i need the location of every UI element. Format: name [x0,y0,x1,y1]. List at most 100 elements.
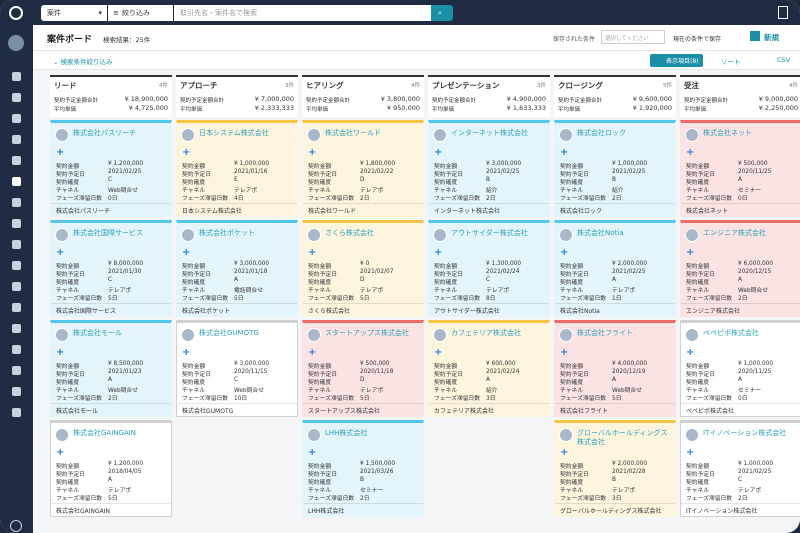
add-button[interactable]: + [560,347,569,358]
deal-card[interactable]: ITイノベーション株式会社 + 契約金額 ¥ 1,000,000 契約予定日 2021/0… [680,420,800,517]
deal-name[interactable]: 株式会社GAINGAIN [73,429,137,437]
nav-icon[interactable] [12,198,21,207]
deal-card[interactable]: 株式会社Notia + 契約金額 ¥ 2,000,000 契約予定日 2021/02/25… [554,220,676,317]
nav-icon[interactable] [12,324,21,333]
deal-card[interactable]: 株式会社ロック + 契約金額 ¥ 1,000,000 契約予定日 2021/02/25 契約… [554,120,676,217]
filter-toggle[interactable]: ⌄ 検索条件絞り込み [53,56,113,66]
deal-name[interactable]: インターネット株式会社 [451,129,528,137]
add-button[interactable]: + [560,447,569,458]
deal-card[interactable]: 株式会社ネット + 契約金額 ¥ 500,000 契約予定日 2020/11/25 契約確度… [680,120,800,217]
add-button[interactable]: + [182,347,191,358]
deal-card[interactable]: スタートアップス株式会社 + 契約金額 ¥ 500,000 契約予定日 2020/11/1… [302,320,424,417]
field-value: Web問合せ [738,288,769,294]
add-button[interactable]: + [686,247,695,258]
deal-card[interactable]: LHH株式会社 + 契約金額 ¥ 1,500,000 契約予定日 2021/03/26 契約… [302,420,424,517]
nav-icon[interactable] [12,93,21,102]
nav-icon[interactable] [12,240,21,249]
column-title: ヒアリング [306,81,344,90]
deal-name[interactable]: 株式会社Notia [577,229,624,237]
add-button[interactable]: + [308,147,317,158]
nav-icon[interactable] [12,114,21,123]
search-button[interactable]: ⌕ [431,5,453,21]
add-button[interactable]: + [686,147,695,158]
nav-icon[interactable] [12,387,21,396]
field-row: 契約金額 ¥ 4,000,000 [560,361,671,370]
add-button[interactable]: + [686,447,695,458]
add-button[interactable]: + [686,347,695,358]
deal-name[interactable]: LHH株式会社 [325,429,368,437]
csv-button[interactable]: CSV [777,56,791,64]
deal-card[interactable]: 日本システム株式会社 + 契約金額 ¥ 1,000,000 契約予定日 2021/01/1… [176,120,298,217]
deal-card[interactable]: 株式会社GUMOTG + 契約金額 ¥ 3,000,000 契約予定日 2020/11/1… [176,320,298,417]
add-button[interactable]: + [56,347,65,358]
deal-card[interactable]: アウトサイダー株式会社 + 契約金額 ¥ 1,300,000 契約予定日 2021/02/… [428,220,550,317]
add-button[interactable]: + [56,147,65,158]
save-button[interactable]: 現在の条件で保存 [673,36,722,43]
deal-name[interactable]: 株式会社ポケット [199,229,255,237]
deal-name[interactable]: カフェテリア株式会社 [451,329,521,337]
add-button[interactable]: + [56,247,65,258]
deal-name[interactable]: グローバルホールディングス株式会社 [577,429,668,446]
deal-name[interactable]: さくら株式会社 [325,229,374,237]
add-button[interactable]: + [56,447,65,458]
add-button[interactable]: + [560,147,569,158]
deal-name[interactable]: 株式会社国際サービス [73,229,143,237]
deal-name[interactable]: エンジニア株式会社 [703,229,766,237]
deal-name[interactable]: 株式会社モール [73,329,122,337]
deal-card[interactable]: エンジニア株式会社 + 契約金額 ¥ 6,000,000 契約予定日 2020/12/15… [680,220,800,317]
nav-icon[interactable] [12,219,21,228]
add-button[interactable]: + [308,447,317,458]
add-button[interactable]: + [182,147,191,158]
deal-name[interactable]: スタートアップス株式会社 [325,329,409,337]
nav-icon[interactable] [12,366,21,375]
nav-icon[interactable] [12,261,21,270]
deal-name[interactable]: 株式会社ワールド [325,129,381,137]
nav-icon[interactable] [12,282,21,291]
add-button[interactable]: + [434,347,443,358]
add-button[interactable]: + [434,247,443,258]
add-button[interactable]: + [308,347,317,358]
deal-name[interactable]: ITイノベーション株式会社 [703,429,787,437]
deal-card[interactable]: さくら株式会社 + 契約金額 ¥ 0 契約予定日 2021/02/07 契約確度 D チャネル テ… [302,220,424,317]
deal-card[interactable]: インターネット株式会社 + 契約金額 ¥ 3,000,000 契約予定日 2021/02/… [428,120,550,217]
deal-name[interactable]: 株式会社GUMOTG [199,329,259,337]
nav-icon[interactable] [12,135,21,144]
deal-card[interactable]: グローバルホールディングス株式会社 + 契約金額 ¥ 2,000,000 契約予定日 20… [554,420,676,517]
add-button[interactable]: + [560,247,569,258]
deal-card[interactable]: 株式会社ワールド + 契約金額 ¥ 1,800,000 契約予定日 2021/02/22 契… [302,120,424,217]
deal-card[interactable]: 株式会社フライト + 契約金額 ¥ 4,000,000 契約予定日 2020/12/19 契… [554,320,676,417]
deal-name[interactable]: アウトサイダー株式会社 [451,229,528,237]
deal-card[interactable]: 株式会社GAINGAIN + 契約金額 ¥ 1,200,000 契約予定日 2018/04… [50,420,172,517]
deal-card[interactable]: 株式会社ポケット + 契約金額 ¥ 3,000,000 契約予定日 2021/01/18 契… [176,220,298,317]
nav-icon[interactable] [12,408,21,417]
nav-icon[interactable] [12,303,21,312]
deal-name[interactable]: 株式会社ロック [577,129,626,137]
scope-select[interactable]: 案件 ▾ [41,5,107,21]
add-button[interactable]: + [308,247,317,258]
collapse-icon[interactable] [10,520,22,532]
deal-name[interactable]: 日本システム株式会社 [199,129,269,137]
deal-card[interactable]: 株式会社モール + 契約金額 ¥ 8,500,000 契約予定日 2021/01/23 契約… [50,320,172,417]
new-button[interactable]: 新規 [764,33,779,42]
deal-card[interactable]: ペペピポ株式会社 + 契約金額 ¥ 1,000,000 契約予定日 2020/11/25 契… [680,320,800,417]
nav-icon[interactable] [12,345,21,354]
add-button[interactable]: + [434,147,443,158]
sort-button[interactable]: ソート [721,58,741,66]
deal-card[interactable]: 株式会社国際サービス + 契約金額 ¥ 8,000,000 契約予定日 2021/01/3… [50,220,172,317]
display-items-button[interactable]: 表示項目(8) [650,54,703,67]
filter-button[interactable]: ≡ 絞り込み [108,5,173,21]
nav-icon[interactable] [12,177,21,186]
deal-card[interactable]: 株式会社パスリーチ + 契約金額 ¥ 1,200,000 契約予定日 2021/02/25… [50,120,172,217]
deal-name[interactable]: 株式会社パスリーチ [73,129,136,137]
nav-icon[interactable] [12,156,21,165]
deal-name[interactable]: 株式会社フライト [577,329,633,337]
add-button[interactable]: + [182,247,191,258]
saved-select[interactable]: 選択してください [601,30,665,44]
search-input[interactable]: 取引先名・案件名で検索 [174,5,431,21]
building-icon[interactable] [778,6,788,19]
nav-icon[interactable] [12,72,21,81]
deal-name[interactable]: ペペピポ株式会社 [703,329,759,337]
deal-name[interactable]: 株式会社ネット [703,129,752,137]
field-row: チャネル Web問合せ [56,185,167,194]
deal-card[interactable]: カフェテリア株式会社 + 契約金額 ¥ 600,000 契約予定日 2021/02/24 契… [428,320,550,417]
